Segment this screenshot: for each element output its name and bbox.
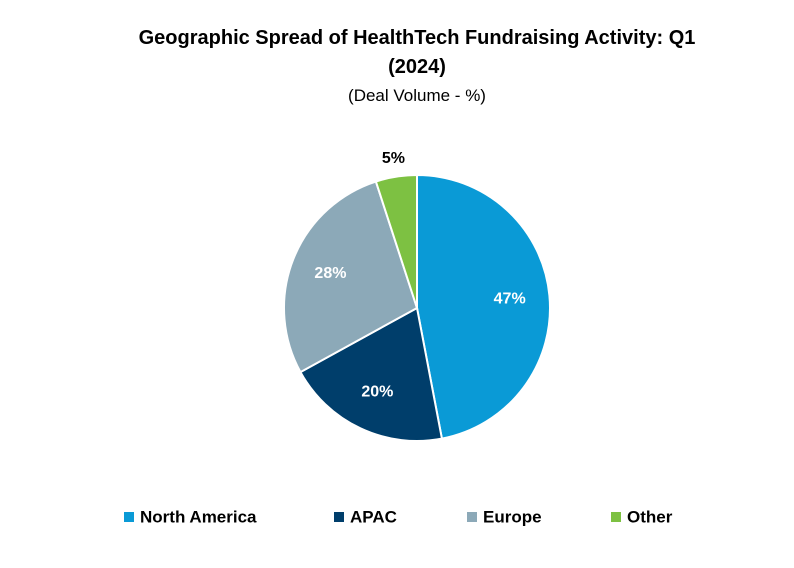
pie-slice (374, 173, 418, 309)
legend-label: North America (140, 507, 257, 526)
pie-slice (416, 173, 551, 440)
legend-label: Europe (483, 507, 542, 526)
legend-swatch (611, 512, 621, 522)
chart-subtitle: (Deal Volume - %) (348, 86, 486, 105)
legend-label: APAC (350, 507, 397, 526)
data-label: 47% (494, 290, 526, 307)
data-label: 28% (314, 265, 346, 282)
chart-title: Geographic Spread of HealthTech Fundrais… (138, 27, 696, 78)
data-label: 5% (382, 150, 405, 167)
pie-slice (299, 306, 444, 442)
data-label: 20% (361, 383, 393, 400)
legend-swatch (467, 512, 477, 522)
legend-label: Other (627, 507, 673, 526)
legend-swatch (334, 512, 344, 522)
pie-slice (283, 180, 419, 374)
legend-swatch (124, 512, 134, 522)
